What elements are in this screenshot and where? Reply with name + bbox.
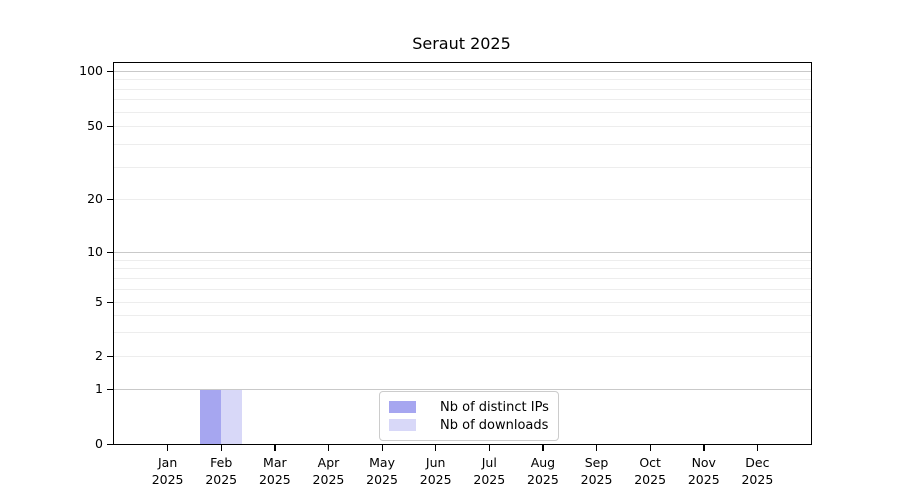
x-tick-mark xyxy=(327,445,330,452)
legend-swatch-icon xyxy=(389,401,416,413)
bar-nb-of-downloads-1 xyxy=(221,389,243,444)
gridline-minor xyxy=(114,277,811,279)
y-tick-label: 10 xyxy=(87,244,103,259)
gridline-major xyxy=(114,389,811,390)
y-tick-label: 20 xyxy=(87,191,103,206)
x-tick-mark xyxy=(649,445,651,452)
legend-label: Nb of distinct IPs xyxy=(440,399,549,415)
x-tick-label: May 2025 xyxy=(366,455,398,487)
x-tick-mark xyxy=(220,445,223,452)
x-tick-mark xyxy=(542,445,544,452)
y-tick-mark xyxy=(106,388,113,390)
x-tick-label: Feb 2025 xyxy=(205,455,238,487)
gridline-minor xyxy=(114,88,811,90)
x-tick-label: Oct 2025 xyxy=(634,455,667,487)
bar-nb-of-distinct-ips-1 xyxy=(200,389,222,444)
gridline-minor xyxy=(114,268,811,270)
gridline-major xyxy=(114,252,811,253)
legend-swatch-icon xyxy=(389,419,416,431)
x-tick-mark xyxy=(435,445,437,452)
legend-label: Nb of downloads xyxy=(440,417,549,433)
legend-item: Nb of distinct IPs xyxy=(389,398,549,416)
x-tick-mark xyxy=(167,445,169,452)
legend-item: Nb of downloads xyxy=(389,416,549,434)
gridline-minor xyxy=(114,315,811,317)
y-tick-mark xyxy=(106,125,113,127)
chart-title: Seraut 2025 xyxy=(412,34,511,53)
gridline-minor xyxy=(114,111,811,113)
x-tick-label: Aug 2025 xyxy=(527,455,559,487)
y-tick-mark xyxy=(106,198,113,200)
x-tick-label: Jun 2025 xyxy=(419,455,452,487)
x-tick-mark xyxy=(488,445,491,452)
x-tick-mark xyxy=(596,445,598,452)
gridline-major xyxy=(114,71,811,72)
x-tick-label: Jan 2025 xyxy=(151,455,184,487)
x-tick-label: Nov 2025 xyxy=(687,455,720,487)
legend: Nb of distinct IPs Nb of downloads xyxy=(379,391,559,441)
gridline-minor xyxy=(114,288,811,290)
gridline-minor xyxy=(114,126,811,127)
gridline-minor xyxy=(114,99,811,101)
gridline-minor xyxy=(114,199,811,200)
y-tick-mark xyxy=(106,301,113,303)
x-tick-label: Mar 2025 xyxy=(258,455,291,487)
x-tick-label: Sep 2025 xyxy=(580,455,613,487)
gridline-minor xyxy=(114,79,811,81)
gridline-minor xyxy=(114,143,811,145)
gridline-minor xyxy=(114,356,811,357)
y-tick-label: 100 xyxy=(79,63,103,78)
x-tick-mark xyxy=(274,445,276,452)
y-tick-mark xyxy=(106,251,113,253)
x-tick-mark xyxy=(703,445,705,452)
y-tick-label: 2 xyxy=(95,348,103,363)
gridline-minor xyxy=(114,259,811,261)
x-tick-label: Apr 2025 xyxy=(312,455,345,487)
y-tick-mark xyxy=(106,355,113,357)
gridline-minor xyxy=(114,332,811,334)
gridline-minor xyxy=(114,166,811,168)
x-tick-mark xyxy=(381,445,383,452)
y-tick-label: 1 xyxy=(95,381,103,396)
x-tick-label: Jul 2025 xyxy=(473,455,506,487)
y-tick-label: 0 xyxy=(95,436,103,451)
gridline-minor xyxy=(114,302,811,303)
plot-area: 0 1 2 5 10 20 50 100 Jan 2025 Feb 2025 Mar 2025 Apr… xyxy=(79,62,812,487)
y-tick-label: 5 xyxy=(95,294,103,309)
y-tick-mark xyxy=(106,70,113,72)
x-tick-label: Dec 2025 xyxy=(741,455,774,487)
x-tick-mark xyxy=(756,445,759,452)
y-tick-mark xyxy=(106,443,113,445)
y-tick-label: 50 xyxy=(87,118,103,133)
